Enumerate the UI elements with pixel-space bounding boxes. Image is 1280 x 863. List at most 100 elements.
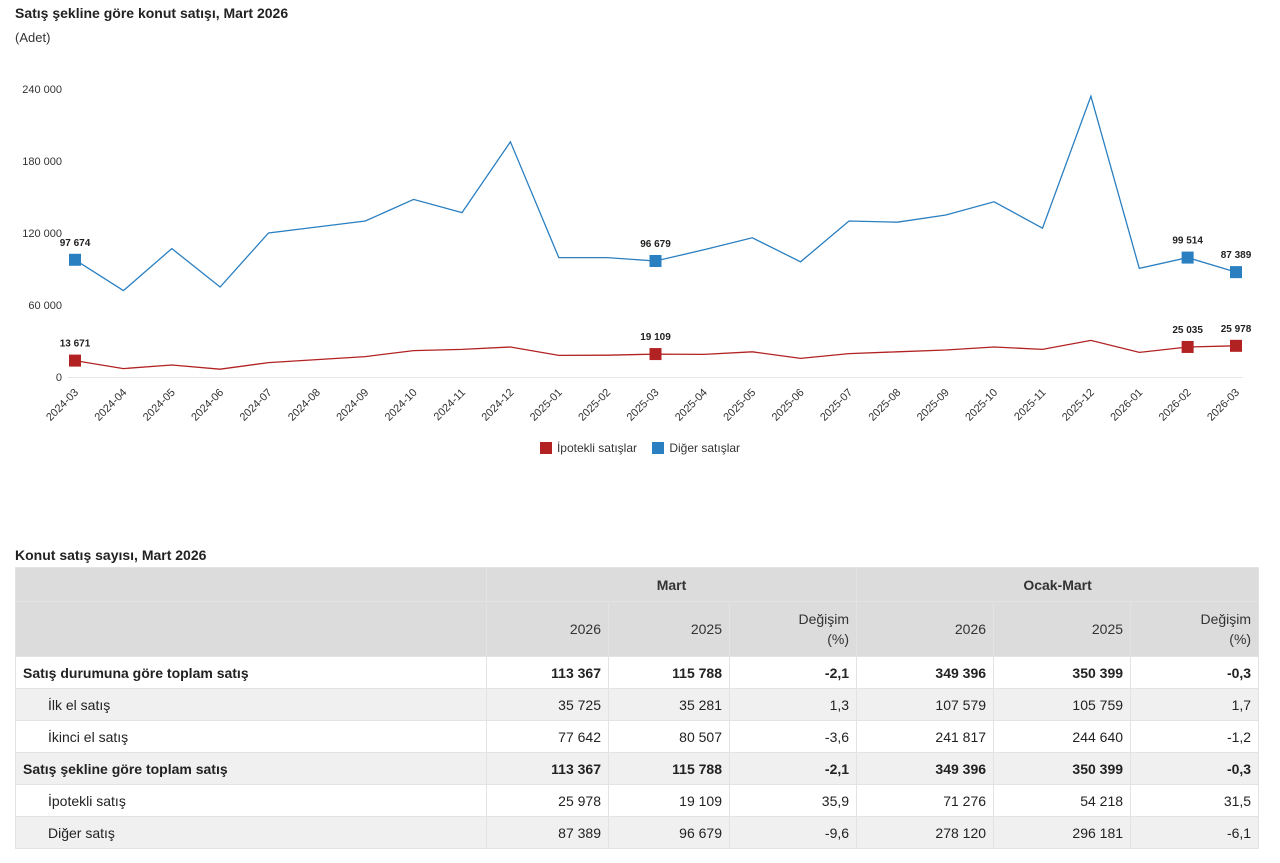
table-row: Satış şekline göre toplam satış 113 367 … [15,752,1260,785]
chart-legend: İpotekli satışlar Diğer satışlar [0,441,1280,457]
data-point-marker [649,348,662,361]
y-tick-label: 120 000 [22,228,62,240]
row-label: İpotekli satış [15,784,487,817]
x-tick-label: 2025-04 [673,387,710,424]
data-label: 25 035 [1172,325,1203,336]
x-tick-label: 2024-04 [92,387,129,424]
data-point-marker [1181,251,1194,264]
x-tick-label: 2025-06 [770,387,807,424]
cell: 350 399 [993,656,1132,689]
header-ocak-mart-change-unit: (%) [1229,631,1252,647]
cell: 350 399 [993,752,1132,785]
x-tick-label: 2025-12 [1060,387,1097,424]
cell: -0,3 [1130,656,1260,689]
data-point-marker [1230,266,1242,279]
table-row: İkinci el satış 77 642 80 507 -3,6 241 8… [15,720,1260,753]
table-title: Konut satış sayısı, Mart 2026 [15,547,207,563]
x-tick-label: 2024-07 [238,387,275,424]
x-tick-label: 2025-09 [915,387,952,424]
x-tick-label: 2025-07 [818,387,855,424]
table-row: Satış durumuna göre toplam satış 113 367… [15,656,1260,689]
table-row: İlk el satış 35 725 35 281 1,3 107 579 1… [15,688,1260,721]
x-tick-label: 2024-10 [383,387,420,424]
data-point-marker [649,254,662,267]
data-label: 19 109 [640,332,671,343]
cell: -2,1 [728,752,858,785]
x-tick-label: 2024-06 [189,387,226,424]
cell: 25 978 [486,784,609,817]
group-header-ocak-mart: Ocak-Mart [856,567,1260,602]
x-tick-label: 2025-08 [866,387,903,424]
x-tick-label: 2025-05 [721,387,758,424]
table-row: İpotekli satış 25 978 19 109 35,9 71 276… [15,784,1260,817]
table-corner-cell-2 [15,601,487,657]
cell: 35,9 [728,784,858,817]
cell: -6,1 [1130,816,1260,849]
table-group-header-row: Mart Ocak-Mart [15,567,1260,602]
data-label: 25 978 [1221,324,1252,335]
cell: -1,2 [1130,720,1260,753]
row-label: Satış durumuna göre toplam satış [15,656,487,689]
y-tick-label: 240 000 [22,84,62,96]
x-tick-label: 2026-03 [1205,387,1242,424]
cell: 96 679 [608,816,730,849]
data-point-marker [1230,339,1242,352]
table-corner-cell [15,567,487,602]
cell: 115 788 [608,752,730,785]
table-row: Diğer satış 87 389 96 679 -9,6 278 120 2… [15,816,1260,849]
legend-label-diger: Diğer satışlar [669,441,741,455]
row-label: Satış şekline göre toplam satış [15,752,487,785]
cell: 244 640 [993,720,1132,753]
cell: 54 218 [993,784,1132,817]
header-mart-2025: 2025 [608,601,730,657]
cell: 115 788 [608,656,730,689]
data-point-marker [69,354,81,367]
data-label: 99 514 [1172,236,1203,247]
x-tick-label: 2026-01 [1108,387,1145,424]
cell: 87 389 [486,816,609,849]
x-tick-label: 2025-11 [1012,387,1048,423]
legend-item-diger[interactable]: Diğer satışlar [652,441,740,455]
legend-item-ipotekli[interactable]: İpotekli satışlar [539,441,637,455]
cell: 77 642 [486,720,609,753]
header-mart-change-label: Değişim [798,611,850,627]
header-mart-change-unit: (%) [827,631,850,647]
legend-swatch-diger [652,442,665,454]
legend-label-ipotekli: İpotekli satışlar [556,441,637,455]
y-tick-label: 60 000 [28,300,62,312]
x-tick-label: 2024-11 [432,387,468,423]
cell: 349 396 [856,656,995,689]
x-tick-label: 2024-08 [286,387,323,424]
cell: 107 579 [856,688,995,721]
x-tick-label: 2024-09 [334,387,371,424]
cell: 31,5 [1130,784,1260,817]
cell: 35 725 [486,688,609,721]
y-tick-label: 180 000 [22,156,62,168]
legend-swatch-ipotekli [539,442,552,454]
cell: 71 276 [856,784,995,817]
chart-title: Satış şekline göre konut satışı, Mart 20… [15,5,289,21]
x-tick-label: 2024-05 [141,387,178,424]
data-point-marker [69,253,81,266]
x-tick-label: 2025-10 [963,387,1000,424]
y-tick-label: 0 [56,372,62,384]
x-tick-label: 2025-03 [625,387,662,424]
x-tick-label: 2024-03 [44,387,81,424]
header-ocak-mart-2025: 2025 [993,601,1132,657]
cell: 349 396 [856,752,995,785]
header-mart-2026: 2026 [486,601,609,657]
cell: 35 281 [608,688,730,721]
cell: -9,6 [728,816,858,849]
cell: 278 120 [856,816,995,849]
header-ocak-mart-2026: 2026 [856,601,995,657]
row-label: İkinci el satış [15,720,487,753]
cell: -3,6 [728,720,858,753]
chart-unit-label: (Adet) [15,30,51,45]
cell: 1,7 [1130,688,1260,721]
row-label: İlk el satış [15,688,487,721]
header-ocak-mart-change-label: Değişim [1200,611,1252,627]
data-point-marker [1181,340,1194,353]
cell: 105 759 [993,688,1132,721]
cell: 241 817 [856,720,995,753]
row-label: Diğer satış [15,816,487,849]
